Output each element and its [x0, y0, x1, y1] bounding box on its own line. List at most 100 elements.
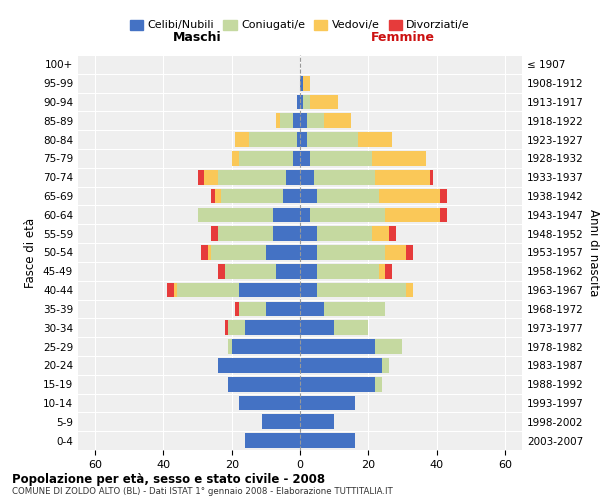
Bar: [232, 339, 300, 354]
Bar: [177, 283, 239, 298]
Bar: [375, 339, 403, 354]
Bar: [228, 377, 300, 392]
Bar: [317, 264, 379, 278]
Bar: [300, 76, 304, 90]
Y-axis label: Anni di nascita: Anni di nascita: [587, 209, 600, 296]
Bar: [300, 151, 310, 166]
Bar: [317, 245, 385, 260]
Bar: [211, 245, 266, 260]
Bar: [307, 132, 358, 147]
Text: COMUNE DI ZOLDO ALTO (BL) - Dati ISTAT 1° gennaio 2008 - Elaborazione TUTTITALIA: COMUNE DI ZOLDO ALTO (BL) - Dati ISTAT 1…: [12, 488, 393, 496]
Bar: [218, 226, 272, 241]
Bar: [300, 226, 317, 241]
Bar: [211, 226, 218, 241]
Bar: [296, 132, 300, 147]
Bar: [300, 434, 355, 448]
Bar: [310, 208, 385, 222]
Bar: [280, 114, 293, 128]
Bar: [249, 132, 296, 147]
Bar: [197, 208, 272, 222]
Bar: [197, 170, 205, 184]
Bar: [239, 151, 293, 166]
Bar: [286, 170, 300, 184]
Bar: [317, 226, 372, 241]
Bar: [300, 339, 375, 354]
Bar: [300, 245, 317, 260]
Bar: [276, 114, 280, 128]
Bar: [239, 396, 300, 410]
Legend: Celibi/Nubili, Coniugati/e, Vedovi/e, Divorziati/e: Celibi/Nubili, Coniugati/e, Vedovi/e, Di…: [125, 15, 475, 35]
Bar: [300, 208, 310, 222]
Bar: [382, 358, 389, 372]
Bar: [324, 114, 351, 128]
Bar: [358, 132, 392, 147]
Bar: [372, 151, 427, 166]
Bar: [296, 94, 300, 110]
Bar: [218, 264, 225, 278]
Bar: [218, 170, 286, 184]
Bar: [300, 94, 304, 110]
Bar: [379, 188, 440, 204]
Bar: [310, 94, 338, 110]
Bar: [272, 226, 300, 241]
Bar: [440, 188, 447, 204]
Bar: [310, 151, 372, 166]
Bar: [215, 188, 221, 204]
Bar: [406, 283, 413, 298]
Bar: [262, 414, 300, 429]
Bar: [304, 76, 310, 90]
Text: Maschi: Maschi: [173, 30, 222, 44]
Bar: [300, 414, 334, 429]
Bar: [235, 302, 239, 316]
Y-axis label: Fasce di età: Fasce di età: [25, 218, 37, 288]
Bar: [272, 208, 300, 222]
Bar: [375, 377, 382, 392]
Bar: [218, 358, 300, 372]
Bar: [208, 245, 211, 260]
Bar: [225, 264, 276, 278]
Bar: [300, 302, 324, 316]
Bar: [300, 114, 307, 128]
Bar: [385, 208, 440, 222]
Bar: [406, 245, 413, 260]
Bar: [239, 302, 266, 316]
Bar: [245, 434, 300, 448]
Bar: [300, 170, 314, 184]
Bar: [239, 283, 300, 298]
Bar: [300, 396, 355, 410]
Bar: [385, 264, 392, 278]
Bar: [173, 283, 177, 298]
Bar: [300, 320, 334, 335]
Bar: [317, 283, 406, 298]
Bar: [167, 283, 173, 298]
Bar: [293, 114, 300, 128]
Bar: [228, 339, 232, 354]
Bar: [283, 188, 300, 204]
Bar: [430, 170, 433, 184]
Bar: [389, 226, 395, 241]
Bar: [300, 188, 317, 204]
Bar: [276, 264, 300, 278]
Bar: [375, 170, 430, 184]
Bar: [293, 151, 300, 166]
Bar: [304, 94, 310, 110]
Bar: [314, 170, 375, 184]
Bar: [228, 320, 245, 335]
Bar: [300, 264, 317, 278]
Bar: [334, 320, 368, 335]
Bar: [440, 208, 447, 222]
Bar: [266, 302, 300, 316]
Bar: [205, 170, 218, 184]
Bar: [235, 132, 249, 147]
Bar: [221, 188, 283, 204]
Bar: [300, 358, 382, 372]
Bar: [372, 226, 389, 241]
Bar: [211, 188, 215, 204]
Bar: [300, 132, 307, 147]
Bar: [245, 320, 300, 335]
Text: Popolazione per età, sesso e stato civile - 2008: Popolazione per età, sesso e stato civil…: [12, 472, 325, 486]
Bar: [385, 245, 406, 260]
Bar: [300, 377, 375, 392]
Bar: [201, 245, 208, 260]
Bar: [266, 245, 300, 260]
